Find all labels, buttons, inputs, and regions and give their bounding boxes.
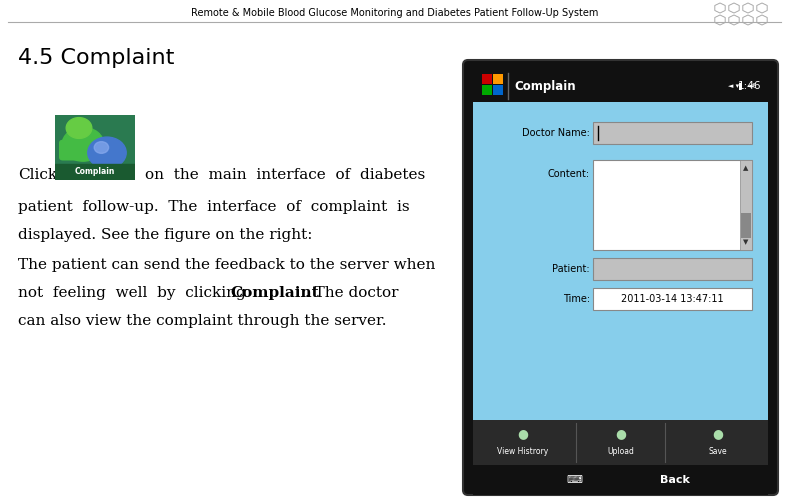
Text: not  feeling  well  by  clicking: not feeling well by clicking	[18, 286, 251, 300]
Bar	[593, 258, 752, 280]
Text: Upload: Upload	[607, 448, 634, 457]
Bar	[55, 164, 135, 180]
Bar	[593, 160, 752, 250]
Bar	[493, 74, 503, 84]
Bar	[482, 85, 492, 95]
Text: Remote & Mobile Blood Glucose Monitoring and Diabetes Patient Follow-Up System: Remote & Mobile Blood Glucose Monitoring…	[191, 8, 598, 18]
Bar	[473, 420, 768, 465]
Text: . The doctor: . The doctor	[305, 286, 398, 300]
Text: Patient:: Patient:	[552, 264, 590, 274]
Text: on  the  main  interface  of  diabetes: on the main interface of diabetes	[145, 168, 425, 182]
Text: Complaint: Complaint	[230, 286, 319, 300]
Circle shape	[66, 118, 92, 138]
Circle shape	[62, 127, 104, 161]
Circle shape	[94, 142, 109, 153]
Text: ⌨: ⌨	[567, 475, 583, 485]
Text: 4.5 Complaint: 4.5 Complaint	[18, 48, 174, 68]
Text: Doctor Name:: Doctor Name:	[522, 128, 590, 138]
FancyBboxPatch shape	[59, 140, 103, 160]
Text: ●: ●	[518, 428, 529, 441]
Text: Save: Save	[709, 448, 727, 457]
Text: Time:: Time:	[563, 294, 590, 304]
Text: displayed. See the figure on the right:: displayed. See the figure on the right:	[18, 228, 312, 242]
Text: can also view the complaint through the server.: can also view the complaint through the …	[18, 314, 387, 328]
Text: ◄ ▾▌ ◄€: ◄ ▾▌ ◄€	[728, 82, 757, 90]
Text: ▲: ▲	[743, 165, 748, 171]
Text: View Histrory: View Histrory	[497, 448, 548, 457]
Bar	[593, 122, 752, 144]
FancyBboxPatch shape	[53, 113, 137, 182]
Bar	[741, 213, 750, 238]
Text: Click: Click	[18, 168, 57, 182]
Text: 1:46: 1:46	[738, 81, 761, 91]
Bar	[493, 85, 503, 95]
Text: 35: 35	[753, 478, 774, 493]
Text: The patient can send the feedback to the server when: The patient can send the feedback to the…	[18, 258, 436, 272]
Circle shape	[88, 137, 126, 169]
Bar	[593, 288, 752, 310]
Text: ●: ●	[615, 428, 626, 441]
Text: ●: ●	[712, 428, 724, 441]
FancyBboxPatch shape	[463, 60, 778, 495]
Text: Back: Back	[660, 475, 690, 485]
Text: Complain: Complain	[514, 79, 576, 93]
Text: ▼: ▼	[743, 239, 748, 245]
Text: Complain: Complain	[75, 167, 115, 177]
Bar	[473, 70, 768, 102]
Text: patient  follow-up.  The  interface  of  complaint  is: patient follow-up. The interface of comp…	[18, 200, 409, 214]
Text: Content:: Content:	[548, 169, 590, 179]
Bar	[482, 74, 492, 84]
Bar	[473, 102, 768, 455]
Bar	[739, 160, 752, 250]
Bar	[473, 465, 768, 495]
Text: 2011-03-14 13:47:11: 2011-03-14 13:47:11	[621, 294, 724, 304]
